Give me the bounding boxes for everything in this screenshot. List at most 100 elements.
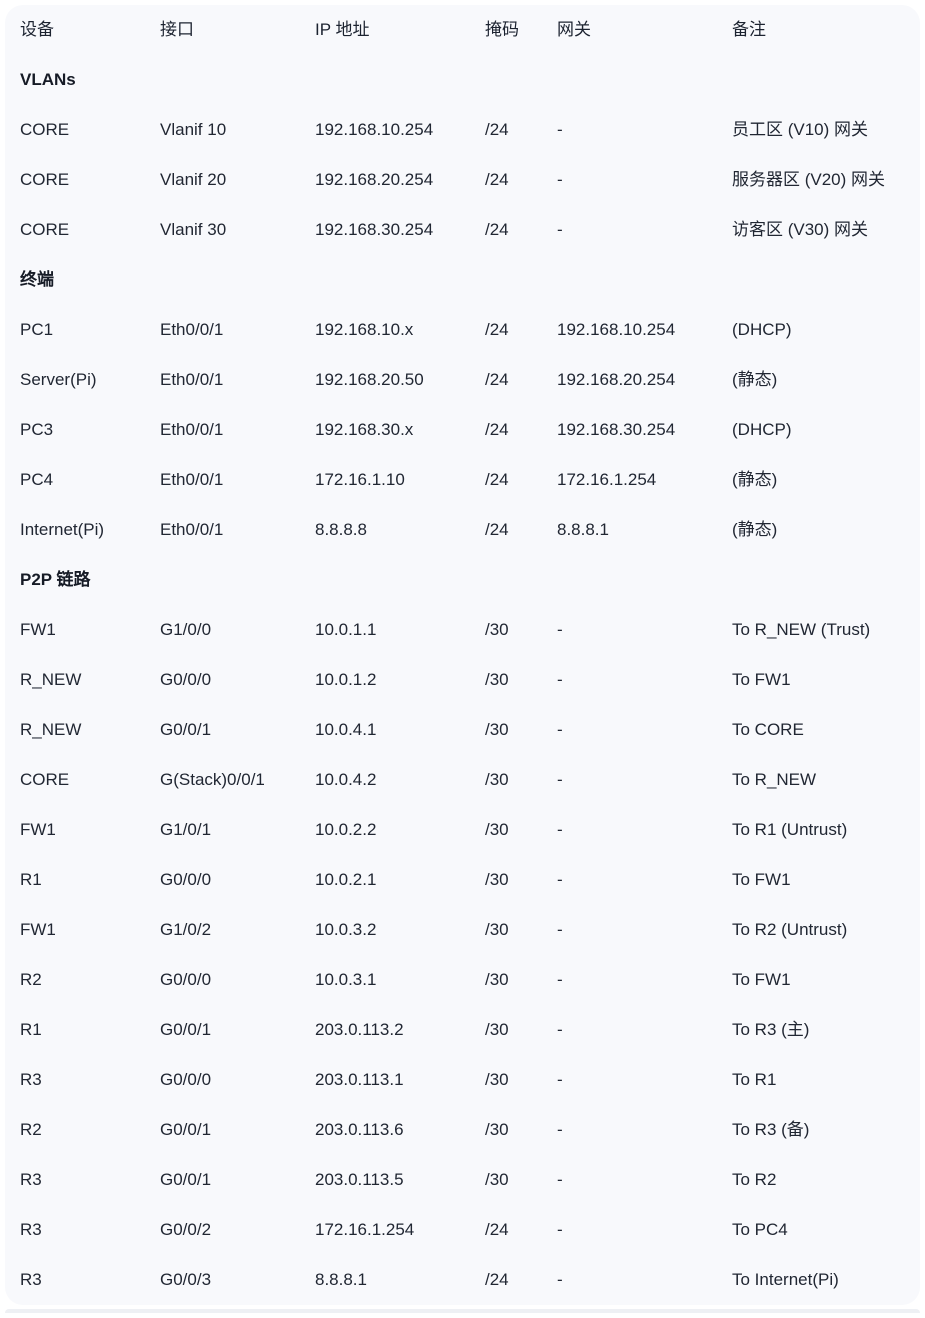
cell-ip: 8.8.8.8 — [315, 519, 367, 539]
cell-gateway: 192.168.20.254 — [557, 369, 676, 389]
cell-ip: 10.0.2.2 — [315, 819, 377, 839]
cell-interface: G1/0/1 — [160, 819, 212, 839]
cell-interface: G0/0/0 — [160, 869, 212, 889]
cell-device: CORE — [20, 219, 70, 239]
cell-device: CORE — [20, 119, 70, 139]
cell-interface: G0/0/1 — [160, 1169, 212, 1189]
cell-ip: 10.0.3.2 — [315, 919, 377, 939]
cell-mask: /30 — [485, 919, 509, 939]
cell-interface: G(Stack)0/0/1 — [160, 769, 265, 789]
cell-ip: 192.168.20.254 — [315, 169, 434, 189]
cell-ip: 192.168.30.x — [315, 419, 414, 439]
section-header-row: P2P 链路 — [5, 555, 920, 605]
cell-interface: G1/0/0 — [160, 619, 212, 639]
table-row: R3 G0/0/0 203.0.113.1/30 - To R1 — [5, 1055, 920, 1105]
cell-mask: /24 — [485, 219, 509, 239]
cell-ip: 203.0.113.5 — [315, 1169, 404, 1189]
table-body: VLANs CORE Vlanif 10 192.168.10.254/24 - 员工区 … — [5, 55, 920, 1305]
cell-device: R1 — [20, 1019, 42, 1039]
cell-interface: G0/0/1 — [160, 1019, 212, 1039]
cell-device: Server(Pi) — [20, 369, 97, 389]
page: 设备 接口 IP 地址 掩码 网关 备注 VLANs CORE Vlanif 10 192.16… — [0, 5, 925, 1313]
cell-ip: 192.168.10.254 — [315, 119, 434, 139]
section-title: P2P 链路 — [20, 569, 91, 589]
cell-note: 访客区 (V30) 网关 — [732, 219, 869, 239]
cell-note: To R3 (备) — [732, 1119, 810, 1139]
cell-gateway: 8.8.8.1 — [557, 519, 609, 539]
section-header-row: 终端 — [5, 255, 920, 305]
cell-note: (静态) — [732, 369, 778, 389]
column-header-ip: IP 地址 — [315, 19, 370, 39]
cell-ip: 203.0.113.2 — [315, 1019, 404, 1039]
section-title: VLANs — [20, 69, 76, 89]
cell-mask: /24 — [485, 1269, 509, 1289]
cell-gateway: - — [557, 119, 563, 139]
cell-gateway: - — [557, 1019, 563, 1039]
cell-gateway: - — [557, 1219, 563, 1239]
cell-note: To Internet(Pi) — [732, 1269, 839, 1289]
cell-device: FW1 — [20, 919, 56, 939]
cell-ip: 10.0.1.2 — [315, 669, 377, 689]
table-row: PC4 Eth0/0/1 172.16.1.10/24 172.16.1.254 (静态… — [5, 455, 920, 505]
cell-note: To PC4 — [732, 1219, 788, 1239]
cell-interface: Eth0/0/1 — [160, 319, 224, 339]
cell-device: R_NEW — [20, 669, 82, 689]
cell-device: R1 — [20, 869, 42, 889]
cell-note: 员工区 (V10) 网关 — [732, 119, 869, 139]
cell-mask: /24 — [485, 119, 509, 139]
table-row: R2 G0/0/1 203.0.113.6/30 - To R3 (备) — [5, 1105, 920, 1155]
cell-interface: Vlanif 10 — [160, 119, 227, 139]
cell-mask: /30 — [485, 1119, 509, 1139]
cell-device: FW1 — [20, 619, 56, 639]
cell-interface: G0/0/2 — [160, 1219, 212, 1239]
cell-ip: 10.0.2.1 — [315, 869, 377, 889]
cell-gateway: - — [557, 669, 563, 689]
table-row: Internet(Pi) Eth0/0/1 8.8.8.8/24 8.8.8.1 (静态… — [5, 505, 920, 555]
cell-gateway: - — [557, 219, 563, 239]
cell-mask: /24 — [485, 369, 509, 389]
cell-device: FW1 — [20, 819, 56, 839]
table-row: R_NEW G0/0/1 10.0.4.1/30 - To CORE — [5, 705, 920, 755]
table-row: FW1 G1/0/0 10.0.1.1/30 - To R_NEW (Trust) — [5, 605, 920, 655]
next-card-top-edge — [5, 1309, 920, 1313]
cell-note: To R2 (Untrust) — [732, 919, 848, 939]
cell-mask: /30 — [485, 619, 509, 639]
cell-mask: /30 — [485, 1069, 509, 1089]
cell-note: To R2 — [732, 1169, 777, 1189]
table-row: Server(Pi) Eth0/0/1 192.168.20.50/24 192.16… — [5, 355, 920, 405]
table-row: FW1 G1/0/2 10.0.3.2/30 - To R2 (Untrust) — [5, 905, 920, 955]
cell-device: R3 — [20, 1069, 42, 1089]
table-row: R3 G0/0/3 8.8.8.1/24 - To Internet(Pi) — [5, 1255, 920, 1305]
cell-note: To FW1 — [732, 869, 791, 889]
cell-gateway: - — [557, 719, 563, 739]
cell-ip: 203.0.113.1 — [315, 1069, 404, 1089]
cell-mask: /30 — [485, 1169, 509, 1189]
cell-gateway: - — [557, 769, 563, 789]
cell-interface: G0/0/0 — [160, 1069, 212, 1089]
cell-note: To FW1 — [732, 969, 791, 989]
cell-device: CORE — [20, 169, 70, 189]
cell-note: (静态) — [732, 519, 778, 539]
cell-interface: Eth0/0/1 — [160, 519, 224, 539]
cell-interface: G0/0/3 — [160, 1269, 212, 1289]
cell-ip: 10.0.3.1 — [315, 969, 377, 989]
cell-mask: /30 — [485, 819, 509, 839]
cell-ip: 192.168.20.50 — [315, 369, 424, 389]
column-header-mask: 掩码 — [485, 19, 519, 39]
table-row: PC1 Eth0/0/1 192.168.10.x/24 192.168.10.254… — [5, 305, 920, 355]
cell-note: (DHCP) — [732, 319, 792, 339]
table-row: R2 G0/0/0 10.0.3.1/30 - To FW1 — [5, 955, 920, 1005]
cell-gateway: - — [557, 869, 563, 889]
cell-mask: /30 — [485, 769, 509, 789]
cell-gateway: 172.16.1.254 — [557, 469, 657, 489]
cell-interface: G0/0/0 — [160, 969, 212, 989]
cell-ip: 172.16.1.10 — [315, 469, 405, 489]
cell-device: R3 — [20, 1169, 42, 1189]
cell-gateway: - — [557, 969, 563, 989]
cell-mask: /30 — [485, 969, 509, 989]
cell-interface: G0/0/0 — [160, 669, 212, 689]
cell-interface: G1/0/2 — [160, 919, 212, 939]
column-header-gateway: 网关 — [557, 19, 591, 39]
cell-gateway: - — [557, 169, 563, 189]
cell-interface: G0/0/1 — [160, 719, 212, 739]
